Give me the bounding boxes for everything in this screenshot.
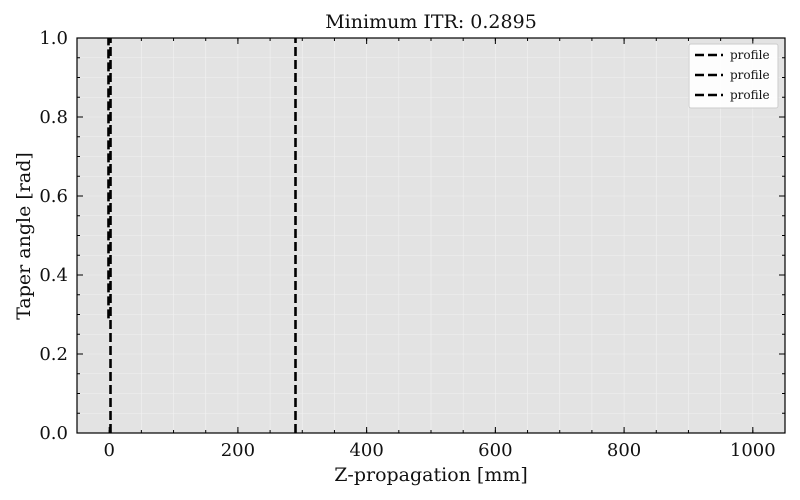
ticks — [77, 37, 785, 434]
x-tick-label: 400 — [349, 440, 383, 461]
y-tick-label: 0.0 — [39, 423, 68, 444]
y-tick-label: 0.4 — [39, 265, 68, 286]
legend-label: profile — [730, 88, 770, 102]
x-axis-label: Z-propagation [mm] — [334, 464, 528, 486]
grid — [77, 38, 785, 433]
x-tick-label: 600 — [478, 440, 512, 461]
y-tick-label: 0.2 — [39, 344, 68, 365]
legend: profile profile profile — [688, 43, 779, 109]
x-tick-label: 1000 — [730, 440, 776, 461]
tick-labels: 0 200 400 600 800 1000 0.0 0.2 0.4 0.6 0.8 1.0 — [39, 28, 775, 461]
x-tick-label: 800 — [607, 440, 641, 461]
legend-label: profile — [730, 48, 770, 62]
x-tick-label: 200 — [221, 440, 255, 461]
y-axis-label: Taper angle [rad] — [13, 152, 35, 320]
chart-title: Minimum ITR: 0.2895 — [325, 11, 537, 33]
y-tick-label: 0.8 — [39, 107, 68, 128]
x-tick-label: 0 — [103, 440, 114, 461]
legend-box — [688, 43, 779, 109]
legend-label: profile — [730, 68, 770, 82]
series-group — [107, 38, 297, 433]
y-tick-label: 0.6 — [39, 186, 68, 207]
y-tick-label: 1.0 — [39, 28, 68, 49]
